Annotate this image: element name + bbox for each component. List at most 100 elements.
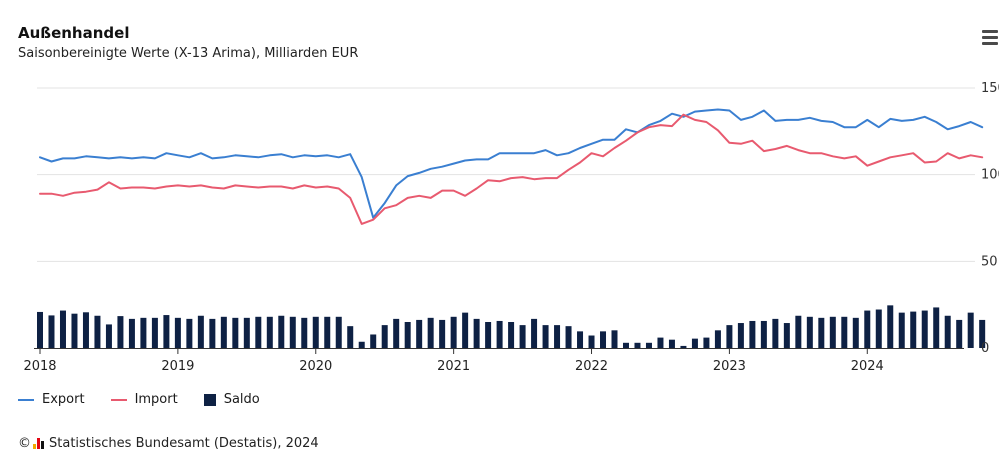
x-axis <box>34 348 964 354</box>
series-line-import[interactable] <box>39 113 984 225</box>
saldo-bar[interactable] <box>278 315 285 348</box>
saldo-bar[interactable] <box>531 318 538 348</box>
x-tick-label: 2021 <box>437 359 470 374</box>
saldo-bar[interactable] <box>680 345 687 348</box>
saldo-bar[interactable] <box>979 319 986 348</box>
saldo-bar[interactable] <box>772 318 779 348</box>
saldo-bar[interactable] <box>186 318 193 348</box>
saldo-bar[interactable] <box>622 342 629 348</box>
saldo-bar[interactable] <box>956 319 963 348</box>
saldo-bar[interactable] <box>887 305 894 348</box>
saldo-bar[interactable] <box>588 335 595 348</box>
saldo-bar[interactable] <box>714 330 721 348</box>
saldo-bar[interactable] <box>691 338 698 348</box>
saldo-bar[interactable] <box>760 320 767 348</box>
saldo-bar[interactable] <box>209 318 216 348</box>
saldo-bar[interactable] <box>105 324 112 348</box>
y-tick-label: 100 <box>981 168 999 183</box>
saldo-bar[interactable] <box>381 325 388 348</box>
saldo-bar[interactable] <box>335 316 342 348</box>
saldo-bar[interactable] <box>82 312 89 348</box>
saldo-bar[interactable] <box>554 325 561 348</box>
saldo-bar[interactable] <box>197 315 204 348</box>
saldo-bar[interactable] <box>806 316 813 348</box>
legend-label-import: Import <box>134 392 178 407</box>
saldo-bar[interactable] <box>37 311 43 348</box>
saldo-bar[interactable] <box>94 315 101 348</box>
legend-item-saldo[interactable]: Saldo <box>203 392 260 407</box>
saldo-bar[interactable] <box>749 320 756 348</box>
axis-labels: 150 100 50 0 2018 2019 2020 2021 2022 2023 2024 <box>23 81 999 374</box>
saldo-bar[interactable] <box>634 342 641 348</box>
saldo-bar[interactable] <box>795 315 802 348</box>
saldo-bar[interactable] <box>657 337 664 348</box>
saldo-bar[interactable] <box>301 317 308 348</box>
saldo-bar[interactable] <box>910 311 917 348</box>
saldo-bar[interactable] <box>370 334 377 348</box>
saldo-bar[interactable] <box>933 307 940 348</box>
saldo-bar[interactable] <box>841 316 848 348</box>
saldo-bar[interactable] <box>565 326 572 348</box>
saldo-bar[interactable] <box>967 312 974 348</box>
saldo-bar[interactable] <box>600 331 607 348</box>
saldo-bar[interactable] <box>944 315 951 348</box>
legend-item-export[interactable]: Export <box>18 392 85 407</box>
saldo-bar[interactable] <box>393 318 400 348</box>
saldo-bar[interactable] <box>128 318 135 348</box>
saldo-bar[interactable] <box>737 323 744 348</box>
saldo-bar[interactable] <box>266 316 273 348</box>
saldo-bar[interactable] <box>324 316 331 348</box>
chart-menu-button[interactable] <box>982 30 998 46</box>
saldo-bar[interactable] <box>174 317 181 348</box>
saldo-bar[interactable] <box>48 315 55 348</box>
saldo-bar[interactable] <box>875 309 882 348</box>
x-tick-label: 2023 <box>713 359 746 374</box>
saldo-bar[interactable] <box>898 312 905 348</box>
saldo-bar[interactable] <box>829 316 836 348</box>
y-tick-label: 0 <box>981 341 989 356</box>
saldo-bar[interactable] <box>151 317 158 348</box>
saldo-bar[interactable] <box>611 330 618 348</box>
saldo-bar[interactable] <box>462 312 469 348</box>
saldo-bar[interactable] <box>519 325 526 348</box>
saldo-bar[interactable] <box>577 331 584 348</box>
saldo-bar[interactable] <box>645 342 652 348</box>
saldo-bar[interactable] <box>496 320 503 348</box>
saldo-bar[interactable] <box>404 322 411 348</box>
saldo-bar[interactable] <box>243 317 250 348</box>
saldo-bar[interactable] <box>255 316 262 348</box>
saldo-bar[interactable] <box>852 317 859 348</box>
saldo-bar[interactable] <box>473 318 480 348</box>
saldo-bar[interactable] <box>220 316 227 348</box>
saldo-bar[interactable] <box>163 315 170 348</box>
saldo-bar[interactable] <box>783 323 790 348</box>
saldo-bar[interactable] <box>508 322 515 348</box>
saldo-bar[interactable] <box>864 310 871 348</box>
saldo-bar[interactable] <box>450 316 457 348</box>
saldo-bar[interactable] <box>726 325 733 348</box>
saldo-bar[interactable] <box>59 310 66 348</box>
saldo-bar[interactable] <box>117 316 124 348</box>
saldo-bar[interactable] <box>542 325 549 348</box>
saldo-bar[interactable] <box>818 317 825 348</box>
saldo-bar[interactable] <box>416 319 423 348</box>
saldo-bar[interactable] <box>358 341 365 348</box>
saldo-bar[interactable] <box>703 337 710 348</box>
saldo-bar[interactable] <box>347 326 354 348</box>
saldo-bar[interactable] <box>71 313 78 348</box>
saldo-bar[interactable] <box>232 317 239 348</box>
saldo-bar[interactable] <box>289 316 296 348</box>
copyright-symbol: © <box>18 436 31 451</box>
saldo-bar[interactable] <box>921 310 928 348</box>
saldo-bar[interactable] <box>427 317 434 348</box>
saldo-bar[interactable] <box>140 317 147 348</box>
series-line-export[interactable] <box>39 108 984 219</box>
saldo-bar[interactable] <box>485 322 492 348</box>
x-tick-label: 2020 <box>299 359 332 374</box>
saldo-bar[interactable] <box>439 319 446 348</box>
legend-item-import[interactable]: Import <box>110 392 178 407</box>
saldo-bar[interactable] <box>312 316 319 348</box>
chart-legend: Export Import Saldo <box>18 392 286 407</box>
saldo-bar[interactable] <box>668 339 675 348</box>
source-text: Statistisches Bundesamt (Destatis), 2024 <box>49 436 319 451</box>
